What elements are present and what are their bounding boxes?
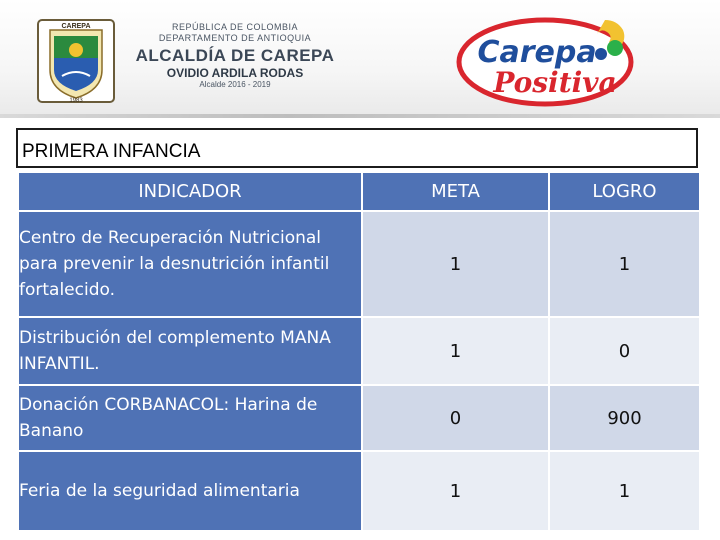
section-title: PRIMERA INFANCIA: [22, 141, 201, 162]
indicador-cell: Donación CORBANACOL: Harina de Banano: [19, 386, 363, 452]
table-header-row: INDICADOR META LOGRO: [19, 173, 699, 212]
logro-cell: 1: [550, 212, 699, 318]
carepa-positiva-logo: Carepa Positiva: [456, 17, 634, 107]
logo-word-carepa: Carepa: [477, 35, 596, 70]
header-logro: LOGRO: [550, 173, 699, 212]
table-row: Distribución del complemento MANA INFANT…: [19, 318, 699, 386]
indicador-cell: Centro de Recuperación Nutricional para …: [19, 212, 363, 318]
logro-cell: 0: [550, 318, 699, 386]
alcaldia-heading: REPÚBLICA DE COLOMBIA DEPARTAMENTO DE AN…: [120, 22, 350, 90]
alcaldia-title: ALCALDÍA DE CAREPA: [135, 46, 335, 65]
indicators-table: INDICADOR META LOGRO Centro de Recuperac…: [19, 173, 699, 532]
shield-text-top: CAREPA: [61, 23, 90, 30]
section-title-box: PRIMERA INFANCIA: [16, 128, 698, 168]
mayor-name: OVIDIO ARDILA RODAS: [166, 66, 304, 80]
table-row: Centro de Recuperación Nutricional para …: [19, 212, 699, 318]
header-indicador: INDICADOR: [19, 173, 363, 212]
indicador-cell: Distribución del complemento MANA INFANT…: [19, 318, 363, 386]
meta-cell: 1: [363, 452, 550, 532]
indicador-cell: Feria de la seguridad alimentaria: [19, 452, 363, 532]
carepa-shield-logo: CAREPA 1983: [37, 19, 115, 104]
department-label: DEPARTAMENTO DE ANTIOQUIA: [158, 33, 312, 43]
logro-cell: 1: [550, 452, 699, 532]
country-label: REPÚBLICA DE COLOMBIA: [171, 22, 299, 32]
header-meta: META: [363, 173, 550, 212]
logo-word-positiva: Positiva: [492, 66, 616, 99]
table-row: Donación CORBANACOL: Harina de Banano 0 …: [19, 386, 699, 452]
meta-cell: 0: [363, 386, 550, 452]
meta-cell: 1: [363, 212, 550, 318]
logro-cell: 900: [550, 386, 699, 452]
table-row: Feria de la seguridad alimentaria 1 1: [19, 452, 699, 532]
mayor-term: Alcalde 2016 - 2019: [199, 80, 271, 89]
meta-cell: 1: [363, 318, 550, 386]
shield-year: 1983: [69, 98, 83, 104]
